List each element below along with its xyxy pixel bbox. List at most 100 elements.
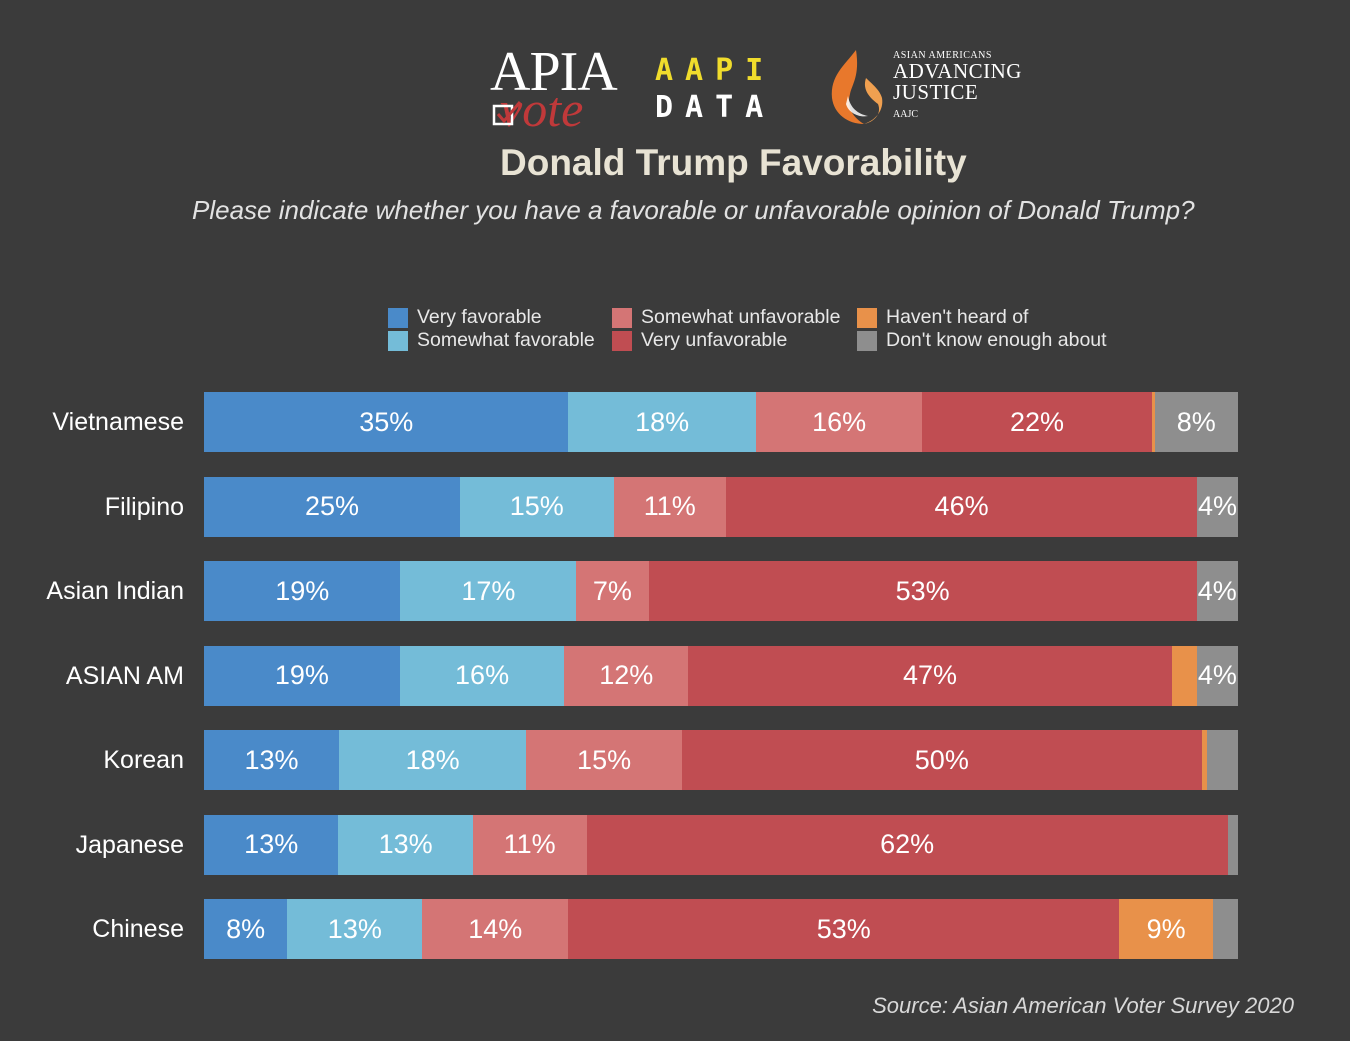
data-label: 19%: [274, 660, 329, 690]
bar-row: Asian Indian 19% 17% 7% 53% 4%: [0, 561, 1350, 621]
data-label: 62%: [880, 829, 935, 859]
bar-segment-very-favorable: 19%: [204, 561, 401, 621]
bar-segment-somewhat-unfavorable: 16%: [755, 392, 923, 452]
bar-segment-dont-know: 4%: [1196, 561, 1238, 621]
bar-segment-havent-heard: [1172, 645, 1197, 706]
data-label: 12%: [599, 660, 654, 690]
legend-swatch: [857, 330, 877, 351]
bar-segment-very-unfavorable: 53%: [568, 899, 1120, 959]
data-label: 18%: [635, 406, 690, 437]
data-label: 17%: [461, 575, 516, 606]
bar-segment-somewhat-unfavorable: 14%: [422, 899, 569, 959]
stacked-bar: 13% 13% 11% 62%: [204, 814, 1238, 875]
chart-legend: Very favorable Somewhat favorable Somewhat…: [388, 306, 1127, 352]
chart-subtitle: Please indicate whether you have a favor…: [192, 195, 1195, 225]
category-label: Japanese: [75, 830, 184, 859]
category-label: Filipino: [104, 492, 184, 521]
data-label: 4%: [1197, 575, 1237, 606]
legend-swatch: [388, 330, 408, 351]
data-label: 15%: [577, 744, 632, 775]
data-label: 18%: [405, 744, 460, 775]
bar-segment-very-unfavorable: 47%: [688, 645, 1173, 706]
legend-label: Haven't heard of: [886, 306, 1029, 328]
data-label: 16%: [812, 406, 867, 437]
bar-segment-dont-know: 4%: [1196, 645, 1238, 706]
bar-segment-somewhat-favorable: 15%: [459, 476, 614, 537]
stacked-bar: 19% 17% 7% 53% 4%: [204, 561, 1238, 621]
bar-row: Japanese 13% 13% 11% 62%: [0, 814, 1350, 875]
bar-segment-very-unfavorable: 50%: [682, 730, 1202, 790]
category-label: Vietnamese: [52, 408, 184, 436]
bar-segment-dont-know: 4%: [1197, 476, 1238, 537]
bar-segment-somewhat-favorable: 18%: [568, 392, 756, 452]
bar-segment-very-unfavorable: 53%: [648, 561, 1197, 621]
data-label: 13%: [244, 829, 299, 859]
aajc-line2: ADVANCING: [893, 59, 1022, 83]
legend-swatch: [857, 307, 877, 328]
data-label: 11%: [503, 829, 556, 859]
bar-segment-very-favorable: 19%: [204, 645, 400, 706]
legend-label: Somewhat unfavorable: [641, 306, 841, 328]
data-label: 4%: [1197, 660, 1237, 690]
category-label: ASIAN AM: [65, 661, 184, 690]
data-label: 22%: [1009, 406, 1065, 437]
category-label: Korean: [103, 746, 184, 774]
data-label: 53%: [816, 913, 871, 944]
category-label: Chinese: [92, 915, 184, 943]
bar-row: Vietnamese 35% 18% 16% 22% 8%: [0, 392, 1350, 452]
chart-title: Donald Trump Favorability: [500, 142, 967, 183]
bar-segment-very-favorable: 35%: [204, 392, 569, 452]
bar-segment-dont-know: [1212, 899, 1238, 959]
legend-swatch: [612, 330, 632, 351]
bar-segment-dont-know: [1227, 814, 1238, 875]
legend-swatch: [388, 307, 408, 328]
bar-segment-somewhat-favorable: 13%: [338, 814, 473, 875]
bar-segment-dont-know: [1206, 730, 1238, 790]
aapi-data-logo: AAPI DATA: [655, 52, 775, 126]
data-label: 13%: [327, 913, 382, 944]
aajc-logo-text: ASIAN AMERICANS ADVANCING JUSTICE AAJC: [893, 50, 1022, 120]
data-label: 25%: [304, 491, 359, 521]
data-label: 16%: [455, 660, 510, 690]
legend-label: Very favorable: [417, 306, 542, 328]
legend-item-very-unfavorable: Very unfavorable: [612, 329, 857, 352]
logos-header: APIA vote AAPI DATA ASIAN AMERICANS ADVA…: [0, 40, 1350, 140]
bar-segment-somewhat-unfavorable: 12%: [564, 645, 689, 706]
data-label: 8%: [1176, 406, 1216, 437]
aajc-line3: JUSTICE: [893, 80, 979, 104]
bar-segment-somewhat-favorable: 16%: [399, 645, 565, 706]
stacked-bar: 35% 18% 16% 22% 8%: [204, 392, 1238, 452]
chart-source: Source: Asian American Voter Survey 2020: [872, 993, 1294, 1018]
bar-segment-somewhat-unfavorable: 11%: [613, 476, 727, 537]
bar-segment-somewhat-favorable: 18%: [339, 730, 527, 790]
data-label: 50%: [914, 744, 969, 775]
bar-segment-havent-heard: 9%: [1119, 899, 1213, 959]
data-label: 15%: [509, 491, 564, 521]
bar-row: Korean 13% 18% 15% 50%: [0, 730, 1350, 790]
bar-segment-havent-heard: [1151, 392, 1155, 452]
bar-segment-havent-heard: [1201, 730, 1207, 790]
stacked-bar: 19% 16% 12% 47% 4%: [204, 645, 1238, 706]
apia-vote-logo: APIA: [490, 41, 618, 103]
bar-row: Filipino 25% 15% 11% 46% 4%: [0, 476, 1350, 537]
legend-item-somewhat-unfavorable: Somewhat unfavorable: [612, 306, 857, 329]
data-label: 4%: [1197, 491, 1238, 521]
data-label: 13%: [244, 744, 299, 775]
flame-icon: [831, 50, 883, 124]
aapi-data-line2: DATA: [655, 90, 776, 125]
data-label: 19%: [275, 575, 330, 606]
legend-label: Somewhat favorable: [417, 329, 595, 351]
bar-segment-very-unfavorable: 46%: [726, 476, 1198, 537]
bar-segment-somewhat-favorable: 13%: [287, 899, 423, 959]
bar-row: ASIAN AM 19% 16% 12% 47% 4%: [0, 645, 1350, 706]
stacked-bar: 25% 15% 11% 46% 4%: [204, 476, 1238, 537]
bar-segment-very-favorable: 13%: [204, 814, 339, 875]
bar-segment-somewhat-favorable: 17%: [400, 561, 577, 621]
data-label: 53%: [895, 575, 950, 606]
data-label: 11%: [643, 491, 696, 521]
data-label: 35%: [359, 406, 414, 437]
bar-row: Chinese 8% 13% 14% 53% 9%: [0, 899, 1350, 959]
checkbox-icon: [492, 101, 522, 126]
bar-segment-very-favorable: 13%: [204, 730, 340, 790]
data-label: 7%: [592, 575, 632, 606]
